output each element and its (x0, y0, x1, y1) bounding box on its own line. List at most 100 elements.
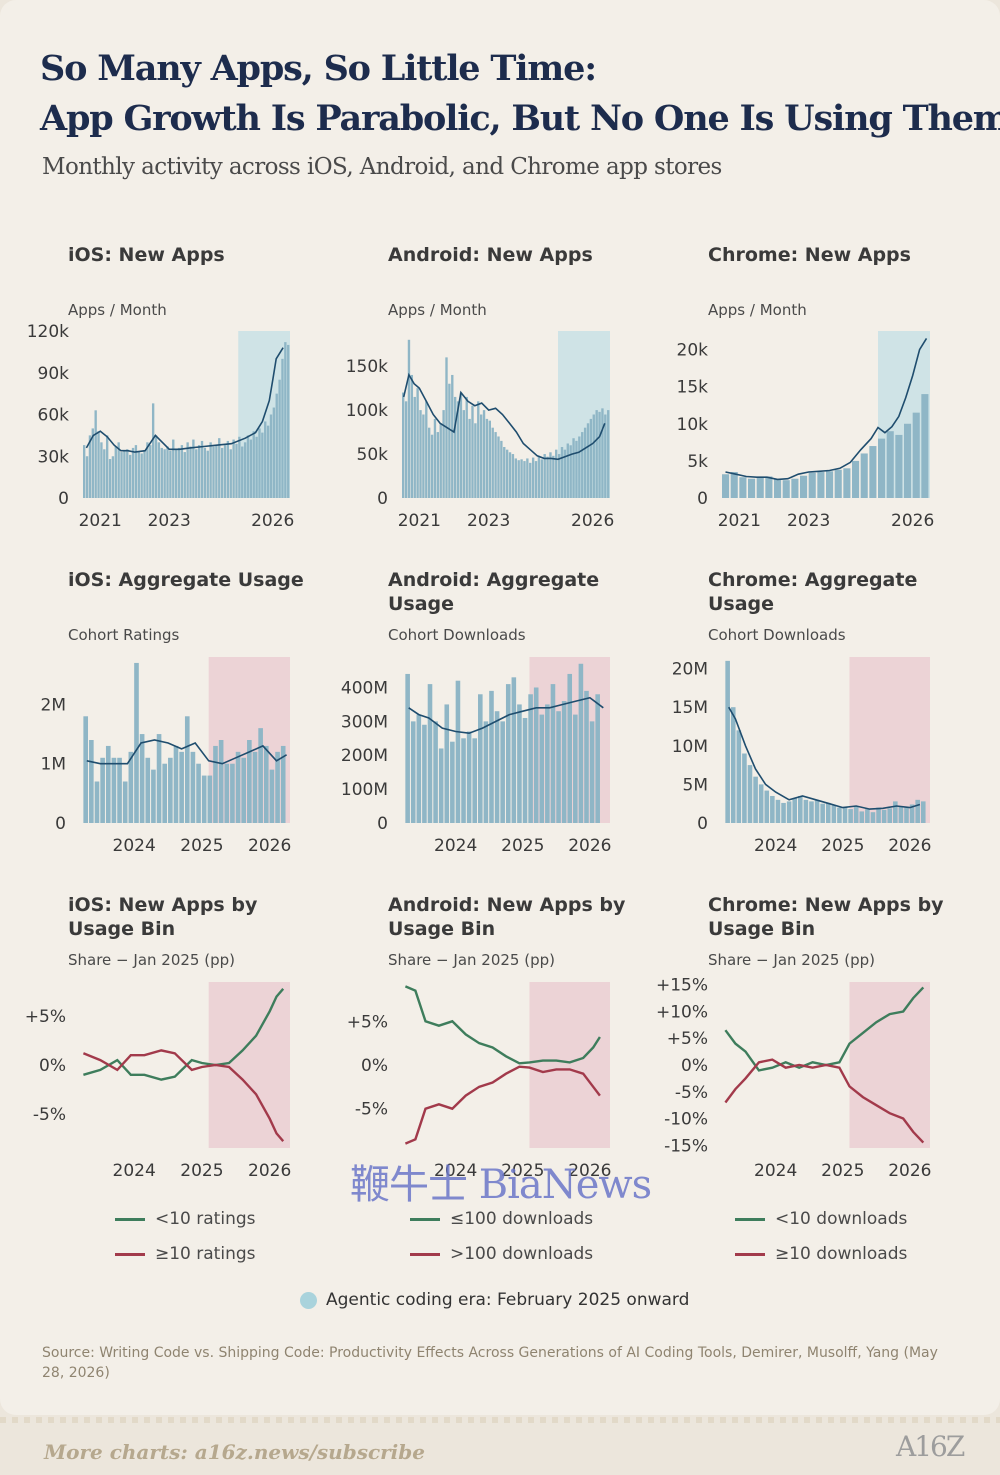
bar (425, 401, 428, 498)
bar (97, 431, 100, 498)
bar (563, 449, 567, 498)
bar (462, 410, 466, 498)
bar (111, 757, 117, 823)
bar (479, 414, 483, 498)
bar (820, 803, 825, 823)
bar (232, 439, 235, 498)
bar (235, 751, 241, 823)
bar (88, 435, 92, 498)
bar (569, 445, 572, 498)
bar (814, 799, 820, 823)
bar (895, 434, 903, 498)
bar (206, 450, 209, 498)
y-tick-label: +5% (347, 1012, 388, 1032)
bar (183, 452, 186, 498)
x-tick-label: 2026 (248, 836, 291, 856)
bar (145, 757, 151, 823)
bar (246, 435, 250, 498)
era-shade (849, 982, 930, 1148)
bar (865, 809, 870, 823)
bar (782, 480, 790, 498)
trend-line (85, 347, 284, 453)
y-axis-label: Apps / Month (388, 301, 487, 319)
bar (413, 396, 416, 498)
source-note: Source: Writing Code vs. Shipping Code: … (42, 1345, 938, 1381)
page-subtitle: Monthly activity across iOS, Android, an… (42, 154, 722, 180)
bar (105, 435, 109, 498)
bar (146, 442, 149, 498)
bar (545, 704, 550, 823)
x-tick-label: 2025 (180, 836, 223, 856)
bar (427, 684, 433, 823)
bar (419, 410, 422, 498)
bar (433, 721, 438, 823)
legend-label: >100 downloads (450, 1244, 594, 1264)
bar (278, 379, 281, 498)
bar (537, 455, 541, 498)
bar (117, 442, 120, 498)
bar (517, 704, 522, 823)
y-tick-label: 0 (58, 489, 69, 509)
chart-panel-android-new-apps: Android: New Apps Apps / Month 0 50k 100k 150… (346, 244, 615, 531)
era-legend: Agentic coding era: February 2025 onward (300, 1290, 689, 1310)
bar (529, 462, 532, 498)
y-tick-label: 0% (681, 1056, 708, 1076)
y-tick-label: -5% (33, 1105, 66, 1125)
x-tick-label: 2024 (754, 836, 797, 856)
bar (258, 428, 261, 498)
bar (601, 408, 604, 498)
x-tick-label: 2026 (888, 1161, 931, 1181)
bar (792, 798, 798, 823)
bar (592, 414, 595, 498)
legend-label: ≥10 ratings (155, 1244, 256, 1264)
bar (137, 452, 140, 498)
bar (912, 412, 920, 498)
bar (85, 456, 89, 498)
bar (416, 388, 419, 498)
bar (140, 453, 143, 498)
y-tick-label: 20k (677, 341, 709, 361)
bar (505, 449, 509, 498)
bar (450, 741, 455, 823)
x-tick-label: 2021 (79, 511, 122, 531)
chart-title: Usage Bin (708, 918, 815, 940)
chart-title: Chrome: New Apps (708, 244, 911, 266)
chart-card (0, 0, 1000, 1415)
footer-link[interactable]: More charts: a16z.news/subscribe (44, 1440, 425, 1464)
bar (83, 716, 89, 823)
bar (598, 411, 601, 498)
bar (427, 427, 431, 498)
bar (218, 740, 224, 823)
bar (511, 677, 517, 823)
bar (287, 344, 290, 498)
y-axis-label: Apps / Month (68, 301, 167, 319)
bar (555, 449, 558, 498)
bar (765, 476, 773, 498)
green-line-swatch (735, 1217, 765, 1221)
charts-grid: iOS: New Apps Apps / Month 0 30k 60k 90k 120k 2… (25, 244, 944, 1181)
bar (837, 807, 842, 823)
bar (583, 427, 587, 498)
bar (131, 447, 135, 498)
y-tick-label: 15M (672, 698, 708, 718)
chart-title: Chrome: Aggregate (708, 569, 917, 591)
bar (105, 745, 111, 823)
bar (607, 410, 610, 498)
bar (230, 763, 235, 823)
x-tick-label: 2026 (251, 511, 294, 531)
bar (241, 757, 247, 823)
y-tick-label: 0 (377, 489, 388, 509)
chart-title: Android: Aggregate (388, 569, 599, 591)
bar (494, 432, 497, 498)
bar (128, 454, 132, 498)
bar (258, 728, 263, 823)
bar (100, 442, 103, 498)
bar (212, 446, 215, 498)
bar (764, 790, 770, 823)
legend-label: <10 ratings (155, 1209, 256, 1229)
bar (252, 751, 258, 823)
bar (117, 757, 122, 823)
x-tick-label: 2026 (248, 1161, 291, 1181)
bar (280, 745, 286, 823)
